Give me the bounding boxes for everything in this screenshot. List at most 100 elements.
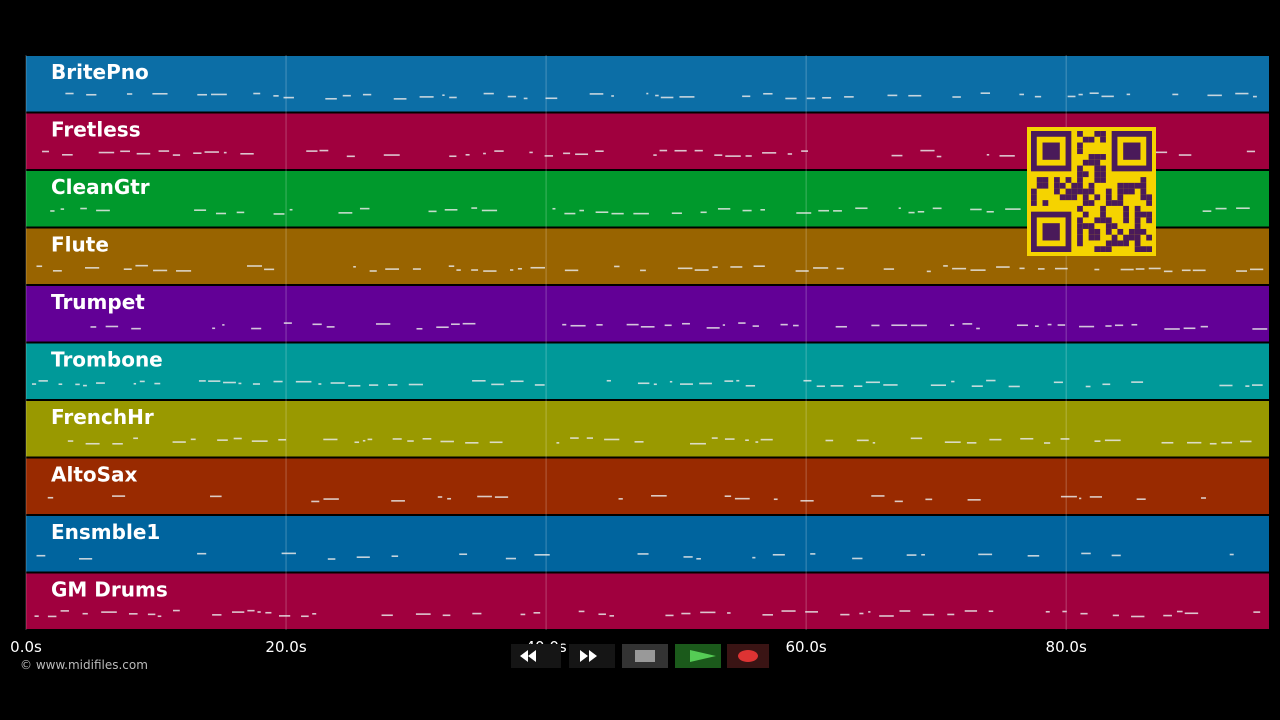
note [970, 269, 986, 271]
note [1136, 498, 1146, 500]
note [952, 267, 967, 270]
note [936, 155, 942, 158]
note [34, 615, 39, 617]
qr-module [1105, 200, 1112, 206]
note [120, 150, 130, 153]
note [694, 149, 703, 152]
note [342, 94, 351, 97]
qr-module [1059, 194, 1066, 201]
note [428, 210, 437, 213]
note [198, 380, 206, 382]
note [483, 152, 486, 155]
qr-module [1117, 194, 1124, 201]
note [871, 495, 885, 497]
qr-module [1100, 205, 1106, 212]
qr-module [1100, 154, 1106, 160]
note [311, 500, 320, 503]
note [1019, 267, 1025, 270]
note [278, 438, 287, 441]
note [674, 149, 687, 152]
note [217, 439, 228, 441]
qr-module [1123, 205, 1129, 212]
note [1176, 610, 1183, 613]
qr-module [1105, 194, 1112, 201]
qr-module [1065, 177, 1072, 183]
note [1047, 323, 1052, 326]
note [247, 609, 255, 612]
note [318, 383, 322, 385]
note [696, 557, 701, 560]
note [795, 270, 809, 272]
note [517, 267, 522, 270]
qr-finder [1042, 223, 1060, 241]
note [252, 383, 260, 385]
note [785, 97, 797, 100]
qr-module [1088, 188, 1095, 195]
note [86, 93, 97, 96]
note [844, 96, 854, 98]
note [609, 615, 615, 617]
qr-module [1140, 228, 1147, 235]
note [640, 269, 646, 272]
note [412, 268, 421, 270]
qr-module [1100, 246, 1106, 252]
qr-module [1082, 200, 1089, 206]
qr-module [1054, 177, 1060, 183]
note [520, 613, 526, 616]
qr-module [1088, 228, 1095, 235]
note [223, 151, 227, 154]
note [1020, 437, 1034, 440]
note [1161, 441, 1174, 444]
note [575, 153, 589, 156]
qr-module [1100, 217, 1106, 224]
qr-module [1077, 171, 1083, 178]
note [153, 269, 168, 272]
note [856, 439, 869, 442]
qr-module [1100, 136, 1106, 143]
note [727, 612, 731, 614]
note [1148, 267, 1161, 270]
qr-module [1094, 234, 1101, 241]
note [944, 441, 961, 443]
qr-module [1134, 234, 1141, 241]
note [112, 443, 123, 445]
note [204, 151, 219, 153]
qr-module [1117, 240, 1124, 247]
note [978, 553, 993, 556]
note [489, 441, 503, 444]
note [655, 94, 659, 97]
qr-module [1134, 182, 1141, 189]
note [906, 554, 917, 556]
qr-module [1094, 246, 1101, 252]
track-name: FrenchHr [51, 405, 154, 429]
note [855, 207, 868, 210]
note [60, 208, 65, 210]
note [1019, 93, 1024, 96]
qr-module [1077, 131, 1083, 137]
qr-module [1128, 234, 1135, 241]
note [408, 383, 423, 386]
copyright: © www.midifiles.com [20, 658, 148, 672]
qr-module [1077, 188, 1083, 195]
qr-module [1100, 177, 1106, 183]
note [251, 440, 268, 442]
note [348, 384, 361, 387]
qr-module [1111, 240, 1118, 247]
note [926, 270, 931, 273]
note [128, 613, 138, 615]
qr-module [1146, 211, 1152, 218]
note [653, 383, 657, 386]
note [52, 270, 62, 272]
track-name: Trumpet [51, 290, 145, 314]
qr-module [1123, 217, 1129, 224]
note [793, 324, 799, 327]
qr-module [1094, 217, 1101, 224]
note [1094, 440, 1101, 442]
note [1120, 268, 1134, 271]
note [1112, 614, 1119, 617]
track-name: Trombone [51, 348, 163, 372]
note [677, 267, 693, 270]
note [806, 97, 816, 100]
transport-controls [511, 644, 769, 668]
